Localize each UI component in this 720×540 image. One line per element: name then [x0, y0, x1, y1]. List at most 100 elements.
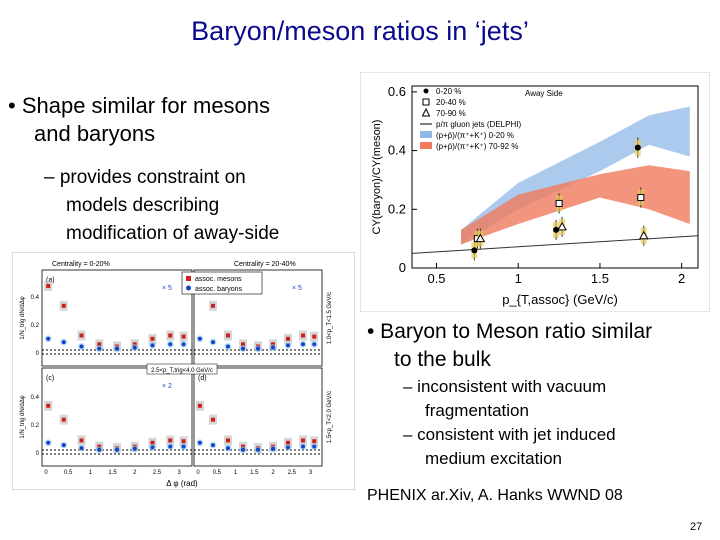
ratio-y-tick-label: 0.4 [388, 143, 406, 158]
ratio-legend-marker [420, 142, 432, 149]
corr-meson-point [211, 303, 215, 308]
sub-bullet-medium-line2: medium excitation [425, 449, 563, 468]
corr-meson-point [226, 438, 230, 443]
corr-x-tick-label: 2 [271, 470, 275, 476]
ratio-point-70-90 [475, 233, 486, 243]
correlation-chart: (a)Centrality = 0-20%× 500.20.4(b)Centra… [12, 252, 355, 490]
corr-x-tick-label: 0 [44, 470, 48, 476]
corr-baryon-point [197, 440, 202, 445]
ratio-x-tick-label: 2 [678, 271, 685, 286]
corr-meson-point [301, 438, 305, 443]
bullet-ratio-line1: • Baryon to Meson ratio similar [367, 320, 653, 343]
bullet-ratio-line2: to the bulk [394, 348, 491, 371]
corr-legend-marker [186, 276, 191, 281]
corr-baryon-point [226, 446, 230, 451]
corr-legend-label: assoc. mesons [195, 276, 242, 283]
corr-meson-point [226, 333, 230, 338]
corr-scale-note: × 2 [162, 383, 172, 390]
corr-legend-marker [186, 285, 191, 291]
ratio-band-0 [461, 106, 690, 245]
corr-meson-point [168, 333, 173, 338]
corr-baryon-point [256, 447, 260, 452]
ratio-x-axis-label: p_{T,assoc} (GeV/c) [502, 292, 618, 307]
corr-x-tick-label: 0.5 [64, 470, 73, 476]
corr-y-axis-label-bottom: 1/N_trig dN/dΔφ [20, 395, 26, 438]
corr-annotation-box [146, 363, 218, 375]
bullet-shape-line2: and baryons [34, 121, 156, 146]
corr-baryon-point [115, 447, 119, 452]
sub-bullet-constraint-line3: modification of away-side [66, 223, 280, 244]
corr-meson-point [181, 334, 186, 339]
ratio-legend-marker [420, 131, 432, 138]
ratio-y-axis-label: CY(baryon)/CY(meson) [371, 120, 383, 235]
corr-y-tick-label: 0.4 [31, 395, 40, 401]
corr-meson-point [150, 336, 155, 341]
corr-baryon-point [46, 336, 51, 341]
corr-y-tick-label: 0.4 [31, 295, 40, 301]
ratio-legend-marker [421, 107, 431, 117]
corr-baryon-point [132, 446, 137, 451]
corr-baryon-point [211, 443, 215, 448]
corr-meson-point [312, 439, 317, 444]
corr-baryon-point [168, 444, 173, 449]
sub-bullet-constraint-line1: – provides constraint on [44, 167, 246, 188]
corr-baryon-point [79, 446, 84, 451]
corr-panel-header: Centrality = 20-40% [234, 261, 296, 268]
corr-baryon-point [271, 446, 275, 451]
corr-meson-point [168, 438, 173, 443]
ratio-annotation: Away Side [525, 89, 563, 98]
corr-y-axis-label-top: 1/N_trig dN/dΔφ [20, 296, 26, 339]
credit-text: PHENIX ar.Xiv, A. Hanks WWND 08 [367, 487, 623, 504]
corr-annotation: 2.5<p_T,trig<4.0 GeV/c [151, 368, 213, 374]
corr-x-tick-label: 2.5 [288, 470, 297, 476]
corr-baryon-point [211, 340, 215, 345]
corr-baryon-point [61, 340, 66, 345]
corr-meson-point [150, 440, 155, 445]
ratio-x-tick-label: 1.5 [591, 271, 609, 286]
corr-baryon-point [226, 344, 230, 349]
corr-panel-header: Centrality = 0-20% [52, 261, 110, 268]
corr-panel-label: (a) [46, 277, 55, 284]
sub-bullet-vacuum-line1: – inconsistent with vacuum [403, 377, 607, 396]
corr-y-tick-label: 0.2 [31, 323, 40, 329]
corr-x-tick-label: 3 [309, 470, 313, 476]
corr-x-tick-label: 3 [177, 470, 181, 476]
ratio-y-tick-label: 0.2 [388, 201, 406, 216]
corr-baryon-point [97, 346, 102, 351]
ratio-legend-label: 20-40 % [436, 98, 466, 107]
corr-x-tick-label: 1.5 [108, 470, 117, 476]
corr-scale-note: × 5 [162, 285, 172, 292]
corr-baryon-point [241, 447, 245, 452]
ratio-y-tick-label: 0.6 [388, 84, 406, 99]
corr-x-tick-label: 1 [234, 470, 238, 476]
corr-x-tick-label: 1.5 [250, 470, 259, 476]
ratio-legend-label: 70-90 % [436, 109, 466, 118]
sub-bullet-medium-line1: – consistent with jet induced [403, 425, 616, 444]
corr-x-axis-label: Δ φ (rad) [166, 479, 198, 488]
corr-baryon-point [181, 444, 186, 449]
corr-meson-point [61, 417, 66, 422]
corr-baryon-point [301, 444, 305, 449]
corr-baryon-point [312, 444, 317, 449]
corr-meson-point [211, 417, 215, 422]
bullet-shape-line1: • Shape similar for mesons [8, 93, 271, 118]
ratio-point-20-40 [555, 199, 563, 207]
ratio-point-0-20 [471, 247, 478, 254]
ratio-legend-label: p/π gluon jets (DELPHI) [436, 120, 521, 129]
corr-x-tick-label: 0 [196, 470, 200, 476]
ratio-plot-area [411, 85, 699, 269]
corr-panel-label: (c) [46, 375, 54, 382]
slide-title: Baryon/meson ratios in ‘jets’ [191, 16, 529, 46]
corr-baryon-point [150, 445, 155, 450]
corr-baryon-point [168, 342, 173, 347]
ratio-legend-label: (p+p̄)/(π⁺+K⁺) 0-20 % [436, 131, 514, 140]
corr-x-tick-label: 2 [133, 470, 137, 476]
corr-baryon-point [46, 440, 51, 445]
page-number: 27 [690, 521, 703, 533]
corr-baryon-point [181, 342, 186, 347]
corr-meson-point [181, 439, 186, 444]
ratio-y-tick-label: 0 [399, 260, 406, 275]
corr-baryon-point [79, 344, 84, 349]
corr-meson-point [97, 342, 102, 347]
ratio-band-1 [461, 165, 690, 245]
